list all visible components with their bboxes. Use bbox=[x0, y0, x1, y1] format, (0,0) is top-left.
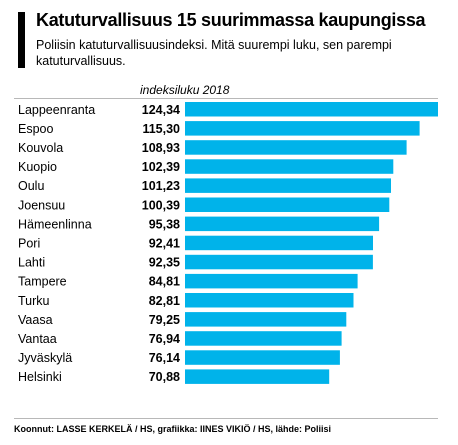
category-label: Pori bbox=[18, 237, 40, 251]
value-label: 82,81 bbox=[149, 294, 180, 308]
value-column-header: indeksiluku 2018 bbox=[140, 83, 230, 97]
bar bbox=[185, 312, 347, 327]
category-label: Oulu bbox=[18, 179, 44, 193]
category-label: Vaasa bbox=[18, 313, 53, 327]
value-label: 84,81 bbox=[149, 275, 180, 289]
bar bbox=[185, 159, 394, 174]
title-accent-bar bbox=[18, 12, 25, 68]
bar bbox=[185, 216, 380, 232]
value-label: 124,34 bbox=[142, 103, 180, 117]
category-label: Kuopio bbox=[18, 160, 57, 174]
category-label: Hämeenlinna bbox=[18, 217, 92, 231]
category-label: Vantaa bbox=[18, 332, 57, 346]
bar bbox=[185, 178, 391, 193]
value-label: 70,88 bbox=[149, 370, 180, 384]
value-label: 79,25 bbox=[149, 313, 180, 327]
header-divider bbox=[14, 98, 438, 99]
value-label: 92,41 bbox=[149, 237, 180, 251]
bar bbox=[185, 197, 390, 212]
value-label: 76,14 bbox=[149, 351, 180, 365]
category-label: Lappeenranta bbox=[18, 103, 95, 117]
value-label: 92,35 bbox=[149, 256, 180, 270]
value-label: 76,94 bbox=[149, 332, 180, 346]
bar bbox=[185, 140, 407, 155]
category-label: Jyväskylä bbox=[18, 351, 72, 365]
value-label: 100,39 bbox=[142, 198, 180, 212]
chart-subtitle: Poliisin katuturvallisuusindeksi. Mitä s… bbox=[36, 38, 392, 68]
bar bbox=[185, 293, 354, 308]
bar bbox=[185, 273, 358, 289]
bar bbox=[185, 254, 373, 270]
bar bbox=[185, 369, 330, 384]
bar bbox=[185, 121, 420, 136]
footer-divider bbox=[14, 418, 438, 419]
category-label: Turku bbox=[18, 294, 50, 308]
bar bbox=[185, 350, 340, 365]
value-label: 102,39 bbox=[142, 160, 180, 174]
bar bbox=[185, 235, 373, 251]
value-label: 108,93 bbox=[142, 141, 180, 155]
category-label: Kouvola bbox=[18, 141, 63, 155]
bar bbox=[185, 102, 438, 117]
category-label: Lahti bbox=[18, 256, 45, 270]
value-label: 115,30 bbox=[142, 122, 180, 136]
bar bbox=[185, 331, 342, 346]
category-label: Espoo bbox=[18, 122, 53, 136]
category-label: Tampere bbox=[18, 275, 67, 289]
value-label: 101,23 bbox=[142, 179, 180, 193]
category-label: Helsinki bbox=[18, 370, 62, 384]
source-credit: Koonnut: LASSE KERKELÄ / HS, grafiikka: … bbox=[14, 424, 332, 434]
value-label: 95,38 bbox=[149, 217, 180, 231]
chart-title: Katuturvallisuus 15 suurimmassa kaupungi… bbox=[36, 10, 426, 30]
category-label: Joensuu bbox=[18, 198, 65, 212]
